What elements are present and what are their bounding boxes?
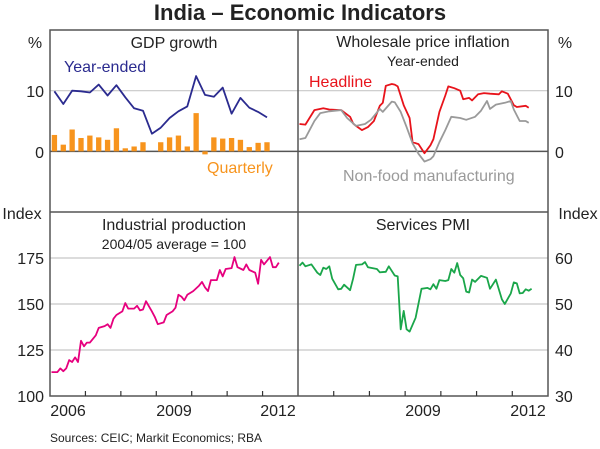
bar-quarterly bbox=[175, 135, 182, 152]
legend-year-ended: Year-ended bbox=[64, 59, 146, 76]
y-tick-label: 10 bbox=[555, 84, 573, 101]
y-tick-label: 30 bbox=[555, 389, 573, 406]
bar-quarterly bbox=[113, 128, 120, 152]
y-tick-label: 10 bbox=[26, 84, 44, 101]
x-tick-label: 2012 bbox=[510, 403, 546, 420]
series-line-headline bbox=[299, 83, 530, 155]
x-tick-label: 2009 bbox=[405, 403, 441, 420]
bar-quarterly bbox=[140, 142, 146, 152]
source-note: Sources: CEIC; Markit Economics; RBA bbox=[50, 431, 262, 445]
bar-quarterly bbox=[131, 146, 137, 152]
bar-quarterly bbox=[166, 137, 173, 152]
bar-quarterly bbox=[158, 142, 164, 152]
legend-quarterly: Quarterly bbox=[207, 160, 273, 177]
bar-quarterly bbox=[184, 146, 190, 152]
y-tick-label: 175 bbox=[17, 251, 44, 268]
bar-quarterly bbox=[69, 129, 75, 152]
bar-quarterly bbox=[202, 151, 208, 155]
bar-quarterly bbox=[78, 137, 84, 152]
panel-frame bbox=[49, 29, 549, 397]
bar-quarterly bbox=[246, 147, 252, 152]
bar-quarterly bbox=[264, 142, 270, 152]
series-line-services-pmi bbox=[298, 261, 533, 333]
y-tick-label: 0 bbox=[35, 145, 44, 162]
x-tick-label: 2009 bbox=[156, 403, 192, 420]
bar-quarterly bbox=[51, 134, 58, 152]
series-line-non-food-manufacturing bbox=[299, 100, 530, 163]
x-axis-ticks bbox=[84, 391, 513, 396]
panel-subtitle-wpi: Year-ended bbox=[387, 53, 459, 69]
y-unit-bottom-left: Index bbox=[2, 206, 41, 223]
y-unit-bottom-right: Index bbox=[558, 206, 597, 223]
panel-title-gdp: GDP growth bbox=[131, 35, 218, 52]
y-tick-label: 125 bbox=[17, 343, 44, 360]
panel-title-pmi: Services PMI bbox=[376, 217, 470, 234]
y-tick-label: 40 bbox=[555, 343, 573, 360]
chart-marks bbox=[51, 75, 533, 374]
y-tick-label: 50 bbox=[555, 297, 573, 314]
y-unit-top-left: % bbox=[28, 35, 42, 52]
bar-quarterly bbox=[193, 113, 199, 152]
legend-headline: Headline bbox=[309, 74, 372, 91]
bar-quarterly bbox=[96, 137, 102, 152]
chart-title: India – Economic Indicators bbox=[154, 0, 446, 25]
series-line-industrial-production bbox=[51, 256, 280, 374]
bar-quarterly bbox=[122, 148, 128, 152]
bar-quarterly bbox=[104, 139, 111, 152]
panel-title-wpi: Wholesale price inflation bbox=[336, 34, 509, 51]
y-tick-label: 150 bbox=[17, 297, 44, 314]
y-unit-top-right: % bbox=[558, 35, 572, 52]
bar-quarterly bbox=[60, 144, 66, 152]
bar-quarterly bbox=[211, 137, 217, 152]
legend-non-food: Non-food manufacturing bbox=[343, 168, 515, 185]
bar-quarterly bbox=[87, 135, 93, 152]
bar-quarterly bbox=[220, 138, 226, 152]
bar-quarterly bbox=[255, 142, 261, 152]
y-tick-label: 0 bbox=[555, 145, 564, 162]
x-tick-label: 2006 bbox=[50, 403, 86, 420]
y-tick-label: 60 bbox=[555, 251, 573, 268]
x-tick-label: 2012 bbox=[260, 403, 296, 420]
y-tick-label: 100 bbox=[17, 389, 44, 406]
series-line-year-ended bbox=[53, 75, 268, 135]
bar-quarterly bbox=[228, 137, 235, 152]
bar-quarterly bbox=[237, 139, 244, 152]
panel-title-ip: Industrial production bbox=[102, 217, 246, 234]
panel-subtitle-ip: 2004/05 average = 100 bbox=[102, 236, 247, 252]
